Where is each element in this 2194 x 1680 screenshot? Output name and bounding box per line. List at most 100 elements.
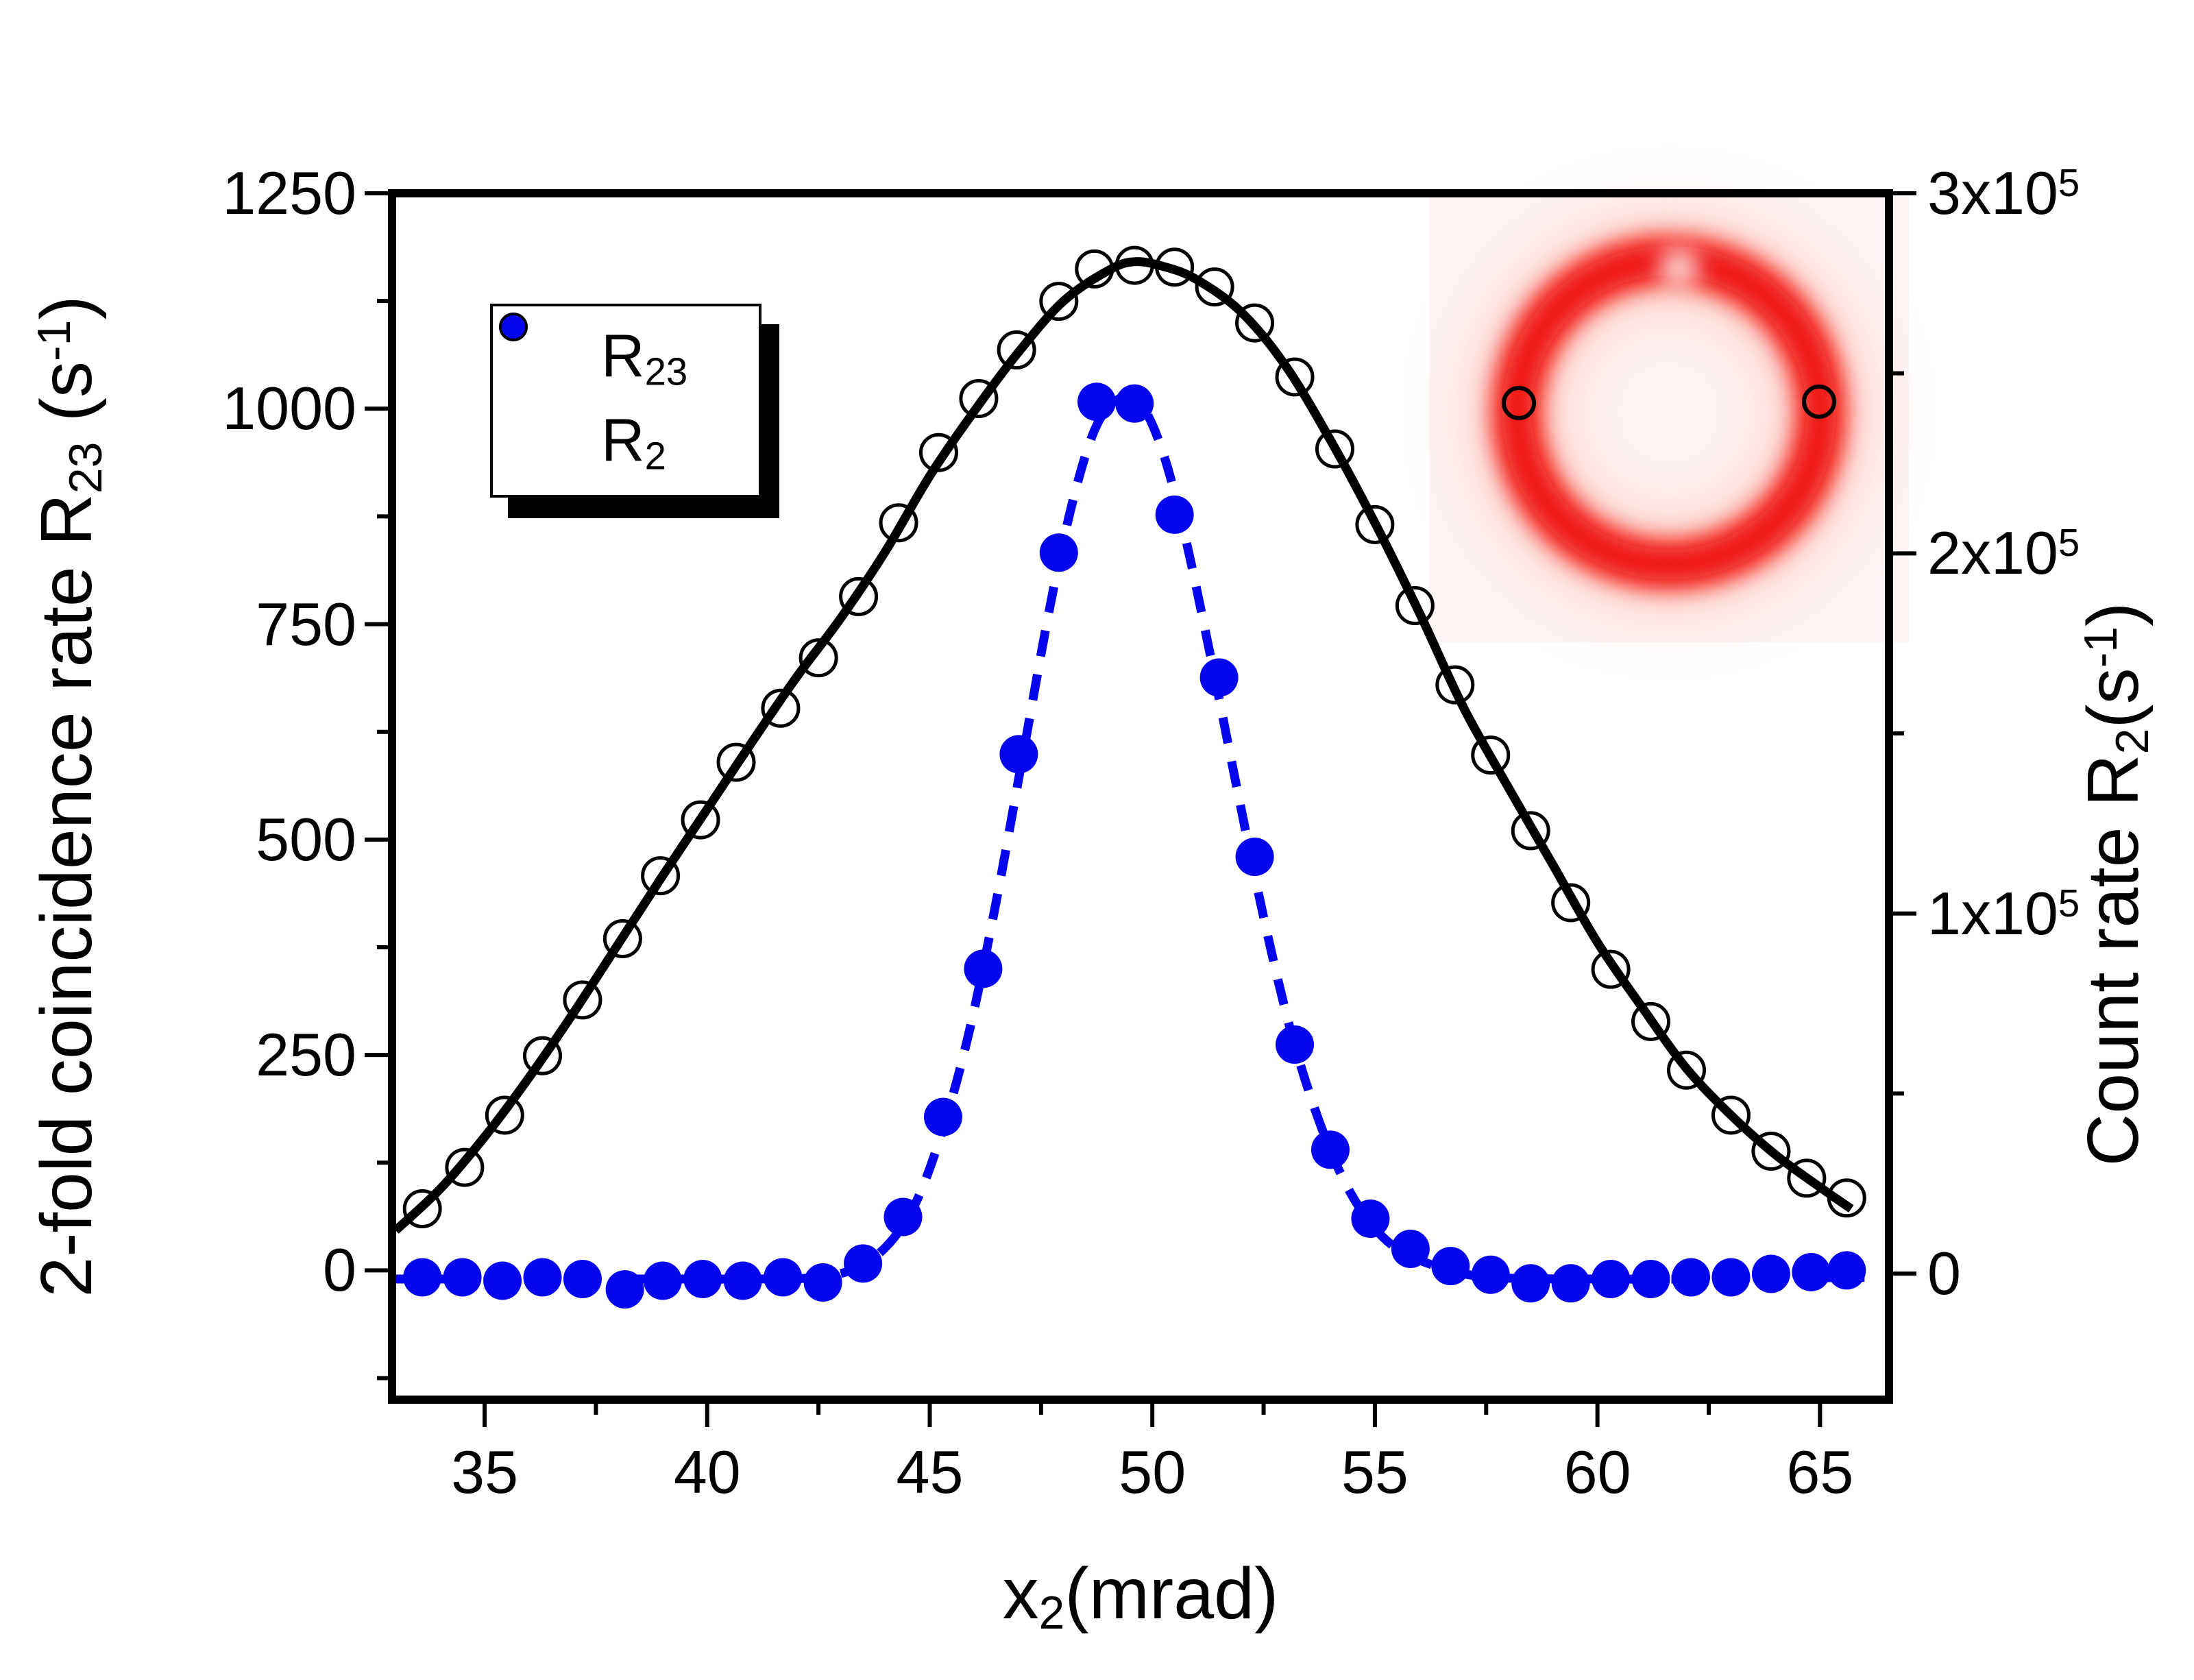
legend-label: R2 bbox=[601, 406, 666, 478]
r23-data-point bbox=[605, 1270, 644, 1309]
r23-series bbox=[395, 382, 1866, 1309]
r2-series bbox=[392, 245, 1866, 1234]
y-left-tick-label: 0 bbox=[323, 1236, 356, 1304]
r2-data-point bbox=[1667, 1050, 1707, 1090]
r2-data-point bbox=[641, 856, 681, 896]
r23-data-point bbox=[483, 1261, 522, 1300]
r23-data-point bbox=[883, 1197, 923, 1237]
r2-data-point bbox=[879, 503, 918, 543]
r2-data-point bbox=[761, 688, 801, 728]
r2-data-point bbox=[1395, 586, 1435, 626]
r23-data-point bbox=[403, 1258, 442, 1297]
r2-fit-curve bbox=[392, 257, 1854, 1234]
r23-data-point bbox=[1077, 382, 1117, 422]
x-tick-label: 45 bbox=[896, 1438, 964, 1506]
r2-data-point bbox=[918, 433, 958, 472]
r2-data-point bbox=[997, 330, 1036, 370]
r2-data-point bbox=[563, 980, 602, 1020]
r23-data-point bbox=[523, 1258, 562, 1297]
r23-data-point bbox=[1711, 1258, 1751, 1297]
legend-label: R23 bbox=[601, 321, 688, 393]
r2-data-point bbox=[1711, 1095, 1751, 1135]
r2-data-point bbox=[1355, 504, 1395, 544]
y-right-tick-label: 2x105 bbox=[1927, 519, 2080, 587]
r2-data-point bbox=[959, 378, 999, 418]
x-tick-label: 55 bbox=[1341, 1438, 1409, 1506]
r23-data-point bbox=[964, 949, 1003, 988]
y-left-tick-label: 1000 bbox=[222, 374, 356, 443]
r23-data-point bbox=[923, 1097, 962, 1136]
r2-data-point bbox=[485, 1095, 524, 1135]
r23-data-point bbox=[1351, 1200, 1390, 1238]
legend-item: R23 bbox=[493, 313, 759, 393]
r23-data-point bbox=[1551, 1264, 1590, 1303]
y-left-tick-label: 250 bbox=[256, 1021, 356, 1089]
r2-data-point bbox=[1551, 883, 1591, 923]
r23-data-point bbox=[1199, 658, 1239, 697]
inset-ring-image bbox=[1429, 197, 1909, 642]
r23-data-point bbox=[999, 735, 1038, 774]
legend: R23 R2 bbox=[490, 304, 761, 498]
r2-data-point bbox=[602, 919, 642, 959]
y-right-axis-title: Count rate R2(s-1) bbox=[2073, 602, 2159, 1167]
r2-data-point bbox=[1315, 429, 1354, 469]
r23-data-point bbox=[1431, 1247, 1470, 1286]
r23-data-point bbox=[563, 1260, 602, 1298]
r23-data-point bbox=[1115, 384, 1154, 423]
r23-data-point bbox=[1311, 1130, 1350, 1169]
legend-item: R2 bbox=[493, 313, 759, 478]
y-left-tick-label: 750 bbox=[256, 589, 356, 658]
r2-data-point bbox=[1751, 1131, 1791, 1171]
r23-data-point bbox=[1471, 1255, 1510, 1294]
r2-data-point bbox=[1114, 245, 1154, 285]
x-tick-label: 50 bbox=[1119, 1438, 1186, 1506]
r23-data-point bbox=[844, 1244, 883, 1283]
r2-data-point bbox=[1155, 247, 1195, 287]
r23-data-point bbox=[1672, 1258, 1711, 1297]
legend-filled-circle-icon bbox=[499, 313, 528, 341]
r23-data-point bbox=[1039, 533, 1078, 572]
r2-data-point bbox=[839, 576, 879, 616]
plot-frame bbox=[388, 189, 1893, 1404]
r23-data-point bbox=[1391, 1230, 1430, 1268]
r2-data-point bbox=[1827, 1178, 1866, 1218]
r2-data-point bbox=[1275, 357, 1315, 397]
r23-data-point bbox=[1751, 1254, 1790, 1293]
x-axis-title: x2(mrad) bbox=[1002, 1553, 1279, 1640]
x-tick-label: 40 bbox=[673, 1438, 741, 1506]
r2-data-point bbox=[523, 1036, 563, 1075]
y-right-tick-label: 0 bbox=[1927, 1239, 1961, 1308]
r2-data-point bbox=[716, 742, 756, 782]
r23-data-point bbox=[1592, 1260, 1631, 1298]
x-tick-label: 65 bbox=[1786, 1438, 1854, 1506]
inset-detector-marker bbox=[1802, 385, 1836, 419]
y-left-tick-label: 500 bbox=[256, 805, 356, 873]
x-tick-label: 35 bbox=[451, 1438, 519, 1506]
r2-data-point bbox=[799, 638, 838, 678]
r23-data-point bbox=[443, 1258, 482, 1297]
r2-data-point bbox=[402, 1189, 442, 1229]
r23-data-point bbox=[1155, 495, 1194, 534]
r2-data-point bbox=[1195, 267, 1234, 307]
r23-data-point bbox=[803, 1263, 842, 1302]
r23-data-point bbox=[1631, 1260, 1670, 1298]
r23-data-point bbox=[723, 1261, 762, 1300]
x-tick-label: 60 bbox=[1563, 1438, 1631, 1506]
r23-data-point bbox=[1235, 838, 1274, 876]
y-right-tick-label: 1x105 bbox=[1927, 879, 2080, 947]
y-left-tick-label: 1250 bbox=[222, 159, 356, 227]
inset-detector-marker bbox=[1502, 386, 1536, 420]
r23-data-point bbox=[643, 1261, 682, 1300]
y-left-axis-title: 2-fold coincidence rate R23 (s-1) bbox=[26, 295, 112, 1298]
r2-data-point bbox=[1787, 1158, 1827, 1198]
inset-ring-notch bbox=[1659, 247, 1700, 288]
r23-data-point bbox=[1827, 1251, 1866, 1290]
r2-data-point bbox=[445, 1147, 485, 1187]
r2-data-point bbox=[1075, 249, 1114, 289]
r2-data-point bbox=[1631, 1001, 1671, 1041]
r23-data-point bbox=[1792, 1252, 1831, 1291]
legend-open-circle-icon bbox=[499, 313, 528, 341]
r2-data-point bbox=[1511, 811, 1550, 851]
